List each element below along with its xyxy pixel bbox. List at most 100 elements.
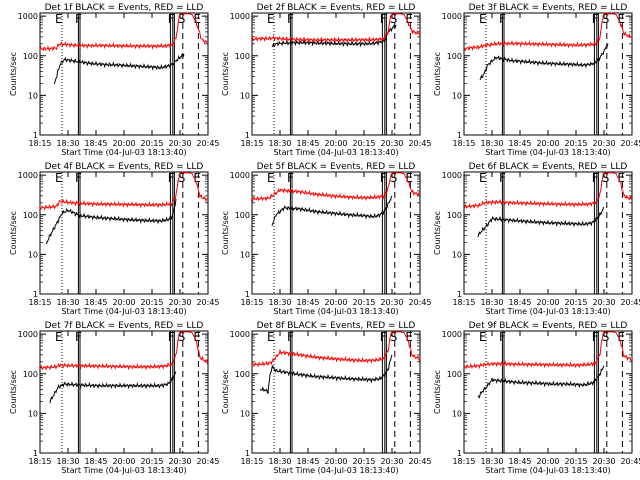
y-axis-label: Counts/sec <box>433 370 442 414</box>
interval-marker-label: E <box>55 171 63 185</box>
interval-marker-label: S <box>178 12 186 26</box>
x-tick-label: 20:30 <box>168 139 191 148</box>
y-axis-label: Counts/sec <box>9 52 18 96</box>
x-tick-label: 18:45 <box>508 457 531 466</box>
x-tick-label: 20:45 <box>196 298 219 307</box>
x-tick-label: 18:30 <box>480 457 503 466</box>
panel-9: Det 9f BLACK = Events, RED = LLD 1 10 100 10… <box>433 321 640 475</box>
interval-marker-label: F <box>168 330 175 344</box>
interval-marker-label: E <box>479 171 487 185</box>
x-tick-label: 20:45 <box>196 139 219 148</box>
x-tick-label: 18:15 <box>240 298 263 307</box>
y-tick-label: 100 <box>235 52 250 61</box>
panel-1: Det 1f BLACK = Events, RED = LLD 1 10 100 10… <box>9 3 220 157</box>
x-tick-label: 18:45 <box>84 139 107 148</box>
y-tick-label: 10 <box>28 91 38 100</box>
x-tick-label: 20:30 <box>592 139 615 148</box>
x-tick-label: 18:15 <box>28 457 51 466</box>
x-tick-label: 20:30 <box>168 457 191 466</box>
y-tick-label: 1 <box>457 290 462 299</box>
interval-marker-label: E <box>479 330 487 344</box>
interval-marker-label: E <box>405 12 413 26</box>
x-tick-label: 20:00 <box>112 139 135 148</box>
x-axis-label: Start Time (04-Jul-03 18:13:40) <box>273 148 398 157</box>
y-tick-label: 100 <box>235 211 250 220</box>
x-axis-label: Start Time (04-Jul-03 18:13:40) <box>61 148 186 157</box>
interval-marker-label: E <box>55 330 63 344</box>
panel-3: Det 3f BLACK = Events, RED = LLD 1 10 100 10… <box>433 3 640 157</box>
panel-title: Det 6f BLACK = Events, RED = LLD <box>469 162 628 172</box>
x-tick-label: 20:45 <box>408 139 431 148</box>
panel-7: Det 7f BLACK = Events, RED = LLD 1 10 100 10… <box>9 321 220 475</box>
x-tick-label: 18:45 <box>296 457 319 466</box>
interval-marker-label: E <box>267 171 275 185</box>
x-tick-label: 18:30 <box>480 139 503 148</box>
y-axis-label: Counts/sec <box>9 370 18 414</box>
interval-marker-label: F <box>592 171 599 185</box>
y-axis-label: Counts/sec <box>433 52 442 96</box>
x-axis-label: Start Time (04-Jul-03 18:13:40) <box>61 307 186 316</box>
x-axis-label: Start Time (04-Jul-03 18:13:40) <box>273 307 398 316</box>
y-tick-label: 1000 <box>442 12 462 21</box>
lld-series-line <box>39 172 209 211</box>
x-tick-label: 20:30 <box>380 457 403 466</box>
events-series-line <box>271 195 393 226</box>
interval-marker-label: F <box>168 12 175 26</box>
y-axis-label: Counts/sec <box>9 211 18 255</box>
lld-series-line <box>251 13 421 44</box>
lld-series-line <box>463 172 632 210</box>
x-axis-label: Start Time (04-Jul-03 18:13:40) <box>485 466 610 475</box>
x-axis-label: Start Time (04-Jul-03 18:13:40) <box>61 466 186 475</box>
y-tick-label: 100 <box>235 370 250 379</box>
y-tick-label: 10 <box>28 250 38 259</box>
lld-series-line <box>39 13 209 52</box>
interval-marker-label: F <box>168 171 175 185</box>
x-tick-label: 18:45 <box>84 457 107 466</box>
x-tick-label: 18:30 <box>56 298 79 307</box>
interval-marker-label: E <box>267 12 275 26</box>
interval-marker-label: E <box>193 171 201 185</box>
x-tick-label: 20:00 <box>112 298 135 307</box>
x-tick-label: 20:15 <box>352 457 375 466</box>
y-tick-label: 1 <box>245 290 250 299</box>
y-axis-label: Counts/sec <box>221 52 230 96</box>
x-tick-label: 20:15 <box>352 139 375 148</box>
panel-4: Det 4f BLACK = Events, RED = LLD 1 10 100 10… <box>9 162 220 316</box>
y-tick-label: 1000 <box>18 171 38 180</box>
x-axis-label: Start Time (04-Jul-03 18:13:40) <box>485 148 610 157</box>
panel-6: Det 6f BLACK = Events, RED = LLD 1 10 100 10… <box>433 162 640 316</box>
interval-marker-label: E <box>55 12 63 26</box>
x-tick-label: 20:45 <box>620 139 640 148</box>
x-tick-label: 20:15 <box>140 298 163 307</box>
y-tick-label: 1000 <box>230 12 250 21</box>
x-tick-label: 20:30 <box>592 457 615 466</box>
x-axis-label: Start Time (04-Jul-03 18:13:40) <box>485 307 610 316</box>
interval-marker-label: E <box>617 12 625 26</box>
y-tick-label: 100 <box>447 370 462 379</box>
y-tick-label: 1 <box>33 290 38 299</box>
x-tick-label: 20:15 <box>564 298 587 307</box>
y-tick-label: 10 <box>240 409 250 418</box>
y-tick-label: 1 <box>33 449 38 458</box>
x-tick-label: 20:30 <box>380 298 403 307</box>
x-tick-label: 18:30 <box>268 139 291 148</box>
panel-2: Det 2f BLACK = Events, RED = LLD 1 10 100 10… <box>221 3 432 157</box>
events-series-line <box>477 365 605 400</box>
x-tick-label: 18:15 <box>452 457 475 466</box>
events-series-line <box>271 24 397 48</box>
x-tick-label: 18:45 <box>296 298 319 307</box>
interval-marker-label: F <box>592 330 599 344</box>
y-tick-label: 1 <box>457 449 462 458</box>
y-tick-label: 100 <box>23 52 38 61</box>
x-tick-label: 20:45 <box>196 457 219 466</box>
interval-marker-label: E <box>617 330 625 344</box>
y-tick-label: 100 <box>447 211 462 220</box>
interval-marker-label: F <box>380 12 387 26</box>
x-tick-label: 18:15 <box>452 139 475 148</box>
x-tick-label: 20:00 <box>536 298 559 307</box>
lld-series-line <box>463 13 633 52</box>
interval-marker-label: S <box>602 171 610 185</box>
y-axis-label: Counts/sec <box>433 211 442 255</box>
x-tick-label: 20:30 <box>380 139 403 148</box>
panel-title: Det 5f BLACK = Events, RED = LLD <box>257 162 416 172</box>
